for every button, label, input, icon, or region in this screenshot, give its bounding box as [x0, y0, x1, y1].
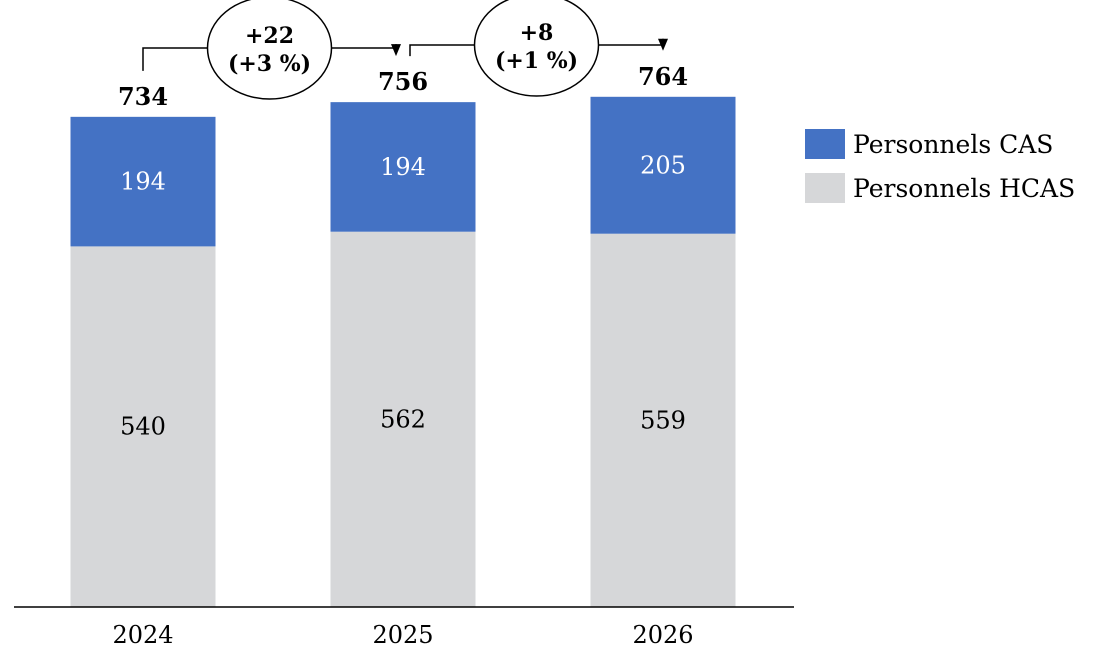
bar-personnels-cas-2026 — [590, 96, 736, 234]
bar-personnels-hcas-2025 — [330, 231, 476, 607]
variation-annotation-2025-2026: +8(+1 %) — [409, 0, 668, 97]
x-tick-2026: 2026 — [632, 621, 693, 649]
bar-personnels-hcas-2026 — [590, 233, 736, 607]
data-label-personnels-hcas-2025: 562 — [380, 405, 426, 433]
legend: Personnels CAS Personnels HCAS — [805, 129, 1075, 203]
legend-entry-personnels-cas: Personnels CAS — [805, 129, 1053, 159]
arrow-down-icon — [391, 44, 401, 57]
arrow-down-icon — [658, 38, 668, 51]
legend-entry-personnels-hcas: Personnels HCAS — [805, 173, 1075, 203]
x-tick-2025: 2025 — [372, 621, 433, 649]
data-label-personnels-cas-2026: 205 — [640, 151, 686, 179]
bar-personnels-cas-2024 — [70, 116, 216, 247]
data-label-personnels-hcas-2024: 540 — [120, 413, 166, 441]
total-label-2026: 764 — [638, 62, 688, 91]
x-tick-2024: 2024 — [112, 621, 173, 649]
variation-bubble — [206, 0, 333, 100]
total-label-2025: 756 — [378, 67, 428, 96]
legend-label-personnels-cas: Personnels CAS — [853, 130, 1053, 159]
data-label-personnels-cas-2025: 194 — [380, 153, 426, 181]
total-label-2024: 734 — [118, 82, 168, 111]
legend-swatch-personnels-cas — [805, 129, 845, 159]
totals-layer: 734 756 764 — [118, 62, 688, 111]
variation-percent: (+1 %) — [495, 48, 578, 74]
x-tick-labels-layer: 2024 2025 2026 — [112, 621, 693, 649]
segment-labels-layer: 540 194 562 194 559 205 — [120, 151, 686, 440]
bars-layer — [70, 96, 736, 607]
bar-personnels-cas-2025 — [330, 102, 476, 232]
variation-bubble — [473, 0, 600, 97]
bar-personnels-hcas-2024 — [70, 246, 216, 607]
variation-annotations-layer: +22(+3 %)+8(+1 %) — [142, 0, 668, 100]
variation-percent: (+3 %) — [228, 51, 311, 77]
variation-delta: +8 — [520, 20, 554, 46]
data-label-personnels-hcas-2026: 559 — [640, 406, 686, 434]
data-label-personnels-cas-2024: 194 — [120, 168, 166, 196]
variation-annotation-2024-2025: +22(+3 %) — [142, 0, 401, 100]
legend-swatch-personnels-hcas — [805, 173, 845, 203]
legend-label-personnels-hcas: Personnels HCAS — [853, 174, 1075, 203]
variation-delta: +22 — [245, 23, 294, 49]
